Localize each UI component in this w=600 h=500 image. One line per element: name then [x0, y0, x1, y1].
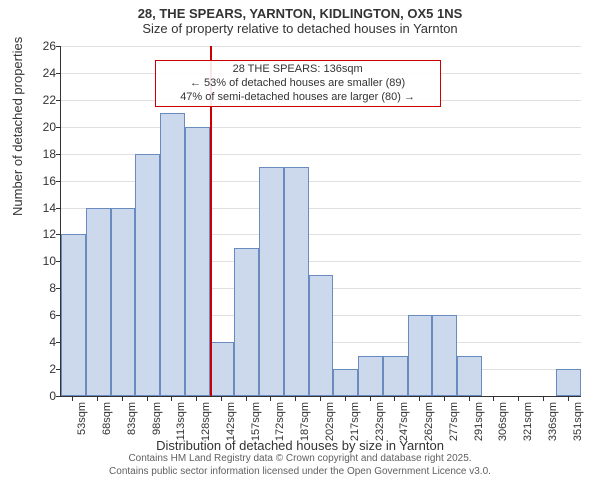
xtick-label: 306sqm — [497, 402, 509, 441]
xtick-label: 232sqm — [374, 402, 386, 441]
xtick-mark — [122, 396, 123, 401]
histogram-bar — [358, 356, 383, 396]
xtick-mark — [320, 396, 321, 401]
callout-line2: ← 53% of detached houses are smaller (89… — [160, 77, 436, 91]
histogram-bar — [284, 167, 309, 396]
callout-box: 28 THE SPEARS: 136sqm← 53% of detached h… — [155, 60, 441, 107]
histogram-bar — [556, 369, 581, 396]
xtick-mark — [270, 396, 271, 401]
histogram-bar — [86, 208, 111, 396]
ytick-label: 14 — [26, 201, 56, 215]
xtick-mark — [543, 396, 544, 401]
xtick-label: 157sqm — [250, 402, 262, 441]
footer-line2: Contains public sector information licen… — [0, 466, 600, 479]
chart-outer: Number of detached properties 28 THE SPE… — [0, 36, 600, 436]
ytick-label: 24 — [26, 66, 56, 80]
ytick-label: 20 — [26, 120, 56, 134]
xtick-label: 217sqm — [349, 402, 361, 441]
xtick-label: 336sqm — [547, 402, 559, 441]
xtick-mark — [97, 396, 98, 401]
histogram-bar — [234, 248, 259, 396]
xtick-label: 98sqm — [151, 402, 163, 435]
xtick-mark — [493, 396, 494, 401]
gridline — [61, 127, 581, 128]
xtick-mark — [469, 396, 470, 401]
xtick-mark — [345, 396, 346, 401]
xtick-label: 262sqm — [423, 402, 435, 441]
ytick-mark — [56, 73, 61, 74]
xtick-label: 83sqm — [126, 402, 138, 435]
ytick-mark — [56, 181, 61, 182]
xtick-label: 128sqm — [200, 402, 212, 441]
xtick-mark — [394, 396, 395, 401]
ytick-label: 10 — [26, 254, 56, 268]
xtick-label: 291sqm — [473, 402, 485, 441]
xtick-mark — [295, 396, 296, 401]
callout-line3: 47% of semi-detached houses are larger (… — [160, 91, 436, 105]
footer-attribution: Contains HM Land Registry data © Crown c… — [0, 453, 600, 478]
ytick-mark — [56, 154, 61, 155]
ytick-mark — [56, 46, 61, 47]
ytick-label: 6 — [26, 308, 56, 322]
histogram-bar — [61, 234, 86, 396]
xtick-mark — [518, 396, 519, 401]
ytick-label: 8 — [26, 281, 56, 295]
histogram-bar — [457, 356, 482, 396]
ytick-mark — [56, 208, 61, 209]
xtick-label: 142sqm — [225, 402, 237, 441]
histogram-bar — [383, 356, 408, 396]
ytick-mark — [56, 100, 61, 101]
gridline — [61, 46, 581, 47]
xtick-mark — [72, 396, 73, 401]
footer-line1: Contains HM Land Registry data © Crown c… — [0, 453, 600, 466]
xtick-label: 113sqm — [175, 402, 187, 440]
histogram-bar — [210, 342, 235, 396]
xtick-mark — [568, 396, 569, 401]
xtick-label: 187sqm — [299, 402, 311, 441]
xtick-mark — [196, 396, 197, 401]
ytick-label: 2 — [26, 362, 56, 376]
histogram-bar — [259, 167, 284, 396]
ytick-label: 16 — [26, 174, 56, 188]
histogram-bar — [333, 369, 358, 396]
histogram-bar — [408, 315, 433, 396]
callout-line1: 28 THE SPEARS: 136sqm — [160, 63, 436, 77]
y-axis-label: Number of detached properties — [10, 37, 25, 216]
xtick-label: 53sqm — [76, 402, 88, 435]
ytick-label: 22 — [26, 93, 56, 107]
xtick-mark — [221, 396, 222, 401]
ytick-label: 26 — [26, 39, 56, 53]
ytick-label: 18 — [26, 147, 56, 161]
ytick-mark — [56, 396, 61, 397]
histogram-bar — [309, 275, 334, 396]
xtick-label: 172sqm — [274, 402, 286, 441]
xtick-mark — [147, 396, 148, 401]
histogram-bar — [111, 208, 136, 396]
xtick-label: 247sqm — [398, 402, 410, 441]
title-line1: 28, THE SPEARS, YARNTON, KIDLINGTON, OX5… — [0, 6, 600, 21]
xtick-mark — [419, 396, 420, 401]
ytick-label: 4 — [26, 335, 56, 349]
xtick-mark — [370, 396, 371, 401]
xtick-label: 68sqm — [101, 402, 113, 435]
ytick-label: 12 — [26, 227, 56, 241]
xtick-label: 321sqm — [522, 402, 534, 441]
title-block: 28, THE SPEARS, YARNTON, KIDLINGTON, OX5… — [0, 0, 600, 36]
ytick-label: 0 — [26, 389, 56, 403]
plot-area: 28 THE SPEARS: 136sqm← 53% of detached h… — [60, 46, 581, 397]
xtick-mark — [246, 396, 247, 401]
xtick-mark — [171, 396, 172, 401]
histogram-bar — [185, 127, 210, 396]
xtick-label: 351sqm — [572, 402, 584, 441]
xtick-mark — [444, 396, 445, 401]
xtick-label: 277sqm — [448, 402, 460, 441]
histogram-bar — [160, 113, 185, 396]
ytick-mark — [56, 127, 61, 128]
histogram-bar — [135, 154, 160, 396]
title-line2: Size of property relative to detached ho… — [0, 21, 600, 36]
xtick-label: 202sqm — [324, 402, 336, 441]
histogram-bar — [432, 315, 457, 396]
